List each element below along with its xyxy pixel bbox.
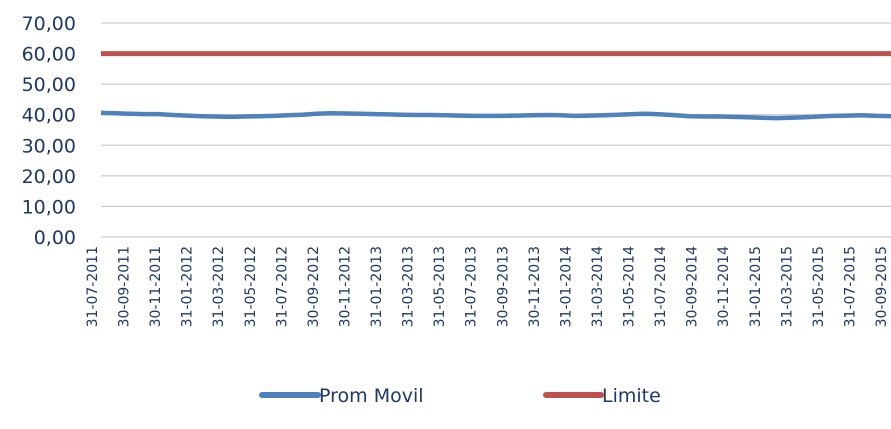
y-tick-label: 60,00 [22,44,76,66]
x-tick-label: 30-09-2011 [117,246,133,327]
x-tick-label: 31-05-2012 [243,246,259,327]
x-tick-label: 30-11-2013 [527,246,543,327]
x-tick-label: 31-07-2014 [653,246,669,327]
x-tick-label: 30-09-2015 [874,246,890,327]
y-tick-label: 20,00 [22,166,76,188]
y-tick-label: 50,00 [22,74,76,96]
legend-label-limite: Limite [602,385,661,407]
x-axis-ticks: 31-07-2011 30-09-2011 30-11-2011 31-01-2012… [85,246,890,327]
x-tick-label: 31-01-2014 [558,246,574,327]
x-tick-label: 30-11-2012 [337,246,353,327]
x-tick-label: 31-07-2011 [85,246,101,327]
x-tick-label: 31-01-2012 [180,246,196,327]
x-tick-label: 31-07-2013 [464,246,480,327]
x-tick-label: 31-05-2014 [622,246,638,327]
x-tick-label: 31-05-2015 [811,246,827,327]
x-tick-label: 30-11-2014 [716,246,732,327]
x-tick-label: 31-03-2014 [590,246,606,327]
y-tick-label: 40,00 [22,105,76,127]
series-line-prom-movil [100,110,891,121]
x-tick-label: 30-11-2011 [148,246,164,327]
x-tick-label: 30-09-2014 [685,246,701,327]
y-tick-label: 10,00 [22,196,76,218]
y-tick-label: 30,00 [22,135,76,157]
x-tick-label: 31-03-2012 [211,246,227,327]
y-tick-label: 0,00 [34,227,76,249]
y-tick-label: 70,00 [22,13,76,35]
x-tick-label: 31-07-2012 [274,246,290,327]
x-tick-label: 30-09-2013 [495,246,511,327]
x-tick-label: 31-03-2015 [779,246,795,327]
x-tick-label: 31-01-2013 [369,246,385,327]
x-tick-label: 30-09-2012 [306,246,322,327]
x-tick-label: 31-05-2013 [432,246,448,327]
legend-label-prom-movil: Prom Movil [319,385,424,407]
legend: Prom Movil Limite [259,385,661,407]
x-tick-label: 31-03-2013 [401,246,417,327]
x-tick-label: 31-07-2015 [842,246,858,327]
series-lines [100,51,891,121]
y-axis-ticks: 0,00 10,00 20,00 30,00 40,00 50,00 60,00 70,00 [22,13,76,249]
x-tick-label: 31-01-2015 [748,246,764,327]
